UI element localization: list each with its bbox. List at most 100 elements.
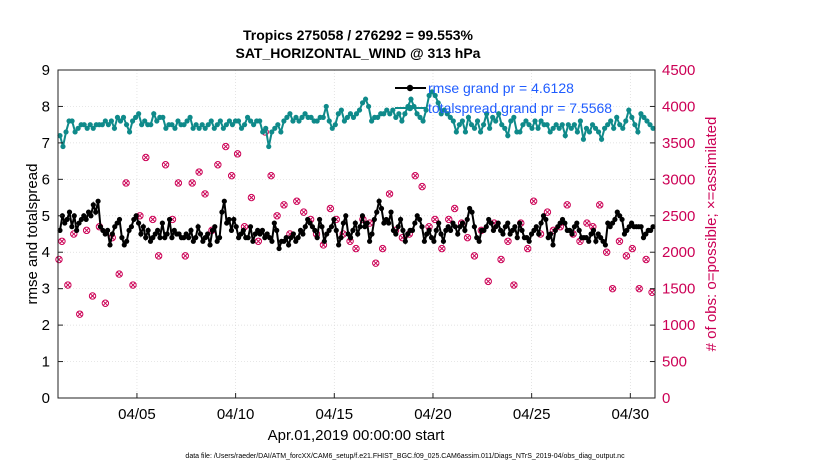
right-y-axis-label: # of obs: o=possible; ×=assimilated <box>703 117 720 352</box>
rmse-point <box>417 216 423 223</box>
totalspread-point <box>426 92 432 99</box>
obs-assimilated-point <box>597 202 603 208</box>
obs-possible-point <box>484 277 492 286</box>
totalspread-point <box>447 114 453 120</box>
totalspread-point <box>477 129 484 135</box>
totalspread-point <box>444 111 450 117</box>
totalspread-point <box>471 125 478 131</box>
rmse-point <box>550 242 556 248</box>
totalspread-point <box>302 111 308 117</box>
rmse-point <box>650 224 656 230</box>
totalspread-point <box>408 96 414 102</box>
totalspread-point <box>87 122 93 128</box>
totalspread-point <box>493 118 499 124</box>
obs-assimilated-point <box>531 198 537 204</box>
rmse-point <box>195 224 201 230</box>
totalspread-point <box>163 125 169 131</box>
rmse-point <box>359 213 366 219</box>
rmse-point <box>366 238 373 244</box>
totalspread-point <box>429 89 435 95</box>
totalspread-point <box>320 114 326 120</box>
obs-possible-point <box>504 237 512 245</box>
obs-assimilated-point <box>268 173 274 179</box>
rmse-point <box>369 231 375 237</box>
chart-title-line2: SAT_HORIZONTAL_WIND @ 313 hPa <box>236 45 481 61</box>
totalspread-point <box>75 125 81 131</box>
totalspread-point <box>614 114 620 120</box>
rmse-point <box>93 209 99 215</box>
totalspread-point <box>114 114 121 120</box>
rmse-point <box>543 216 549 223</box>
totalspread-point <box>641 114 647 120</box>
rmse-point <box>376 198 382 204</box>
rmse-point <box>128 224 135 230</box>
obs-assimilated-point <box>182 253 188 259</box>
totalspread-point <box>638 111 644 117</box>
obs-assimilated-point <box>255 238 261 244</box>
rmse-point <box>638 224 644 230</box>
right-tick-label: 1500 <box>662 281 695 298</box>
rmse-point <box>374 209 380 215</box>
rmse-point <box>290 231 296 237</box>
right-tick-label: 2000 <box>662 244 695 261</box>
rmse-point <box>69 224 75 230</box>
obs-possible-point <box>602 248 611 256</box>
obs-possible-point <box>615 237 624 245</box>
obs-possible-point <box>543 208 552 216</box>
totalspread-point <box>293 114 299 120</box>
totalspread-point <box>172 125 178 131</box>
totalspread-point <box>169 122 175 128</box>
rmse-point <box>483 224 489 230</box>
totalspread-point <box>632 122 638 128</box>
rmse-point <box>400 227 406 233</box>
left-tick-label: 6 <box>42 171 50 188</box>
totalspread-point <box>487 125 493 131</box>
rmse-point <box>397 216 404 223</box>
obs-possible-point <box>122 179 130 187</box>
left-y-axis: 0 1 2 3 4 5 6 7 8 9 <box>42 62 63 407</box>
rmse-point <box>286 242 292 248</box>
right-tick-label: 0 <box>662 390 670 407</box>
rmse-point <box>440 238 447 244</box>
rmse-point <box>295 235 301 241</box>
obs-assimilated-point <box>301 209 307 215</box>
totalspread-point <box>108 118 115 124</box>
obs-possible-point <box>149 215 157 224</box>
obs-possible-point <box>293 197 301 205</box>
obs-possible-point <box>470 252 479 260</box>
rmse-point <box>586 238 592 244</box>
obs-possible-point <box>214 161 222 169</box>
obs-possible-point <box>161 161 170 169</box>
totalspread-point <box>190 125 196 131</box>
totalspread-point <box>275 122 281 128</box>
rmse-point <box>590 227 597 233</box>
obs-assimilated-point <box>235 151 241 157</box>
totalspread-point <box>99 122 105 128</box>
rmse-point <box>495 220 501 226</box>
right-tick-label: 3500 <box>662 135 695 152</box>
rmse-point <box>321 238 327 244</box>
rmse-point <box>602 242 608 248</box>
totalspread-point <box>196 125 202 131</box>
totalspread-point <box>226 118 233 124</box>
obs-assimilated-point <box>412 173 418 179</box>
x-tick-label: 04/05 <box>118 406 156 423</box>
left-y-axis-label: rmse and totalspread <box>24 164 41 305</box>
obs-assimilated-point <box>564 202 570 208</box>
rmse-point <box>157 235 163 241</box>
obs-assimilated-point <box>137 213 143 219</box>
rmse-point <box>283 235 289 241</box>
rmse-point <box>119 235 125 241</box>
totalspread-point <box>366 103 372 110</box>
totalspread-point <box>244 114 251 120</box>
right-tick-label: 2500 <box>662 208 695 225</box>
obs-possible-point <box>82 226 91 235</box>
totalspread-point <box>420 118 426 124</box>
rmse-point <box>116 216 123 223</box>
rmse-point <box>433 227 439 233</box>
totalspread-point <box>142 118 148 124</box>
rmse-point <box>245 235 251 241</box>
totalspread-point <box>544 122 550 128</box>
rmse-point <box>409 227 416 233</box>
totalspread-point <box>338 107 344 113</box>
